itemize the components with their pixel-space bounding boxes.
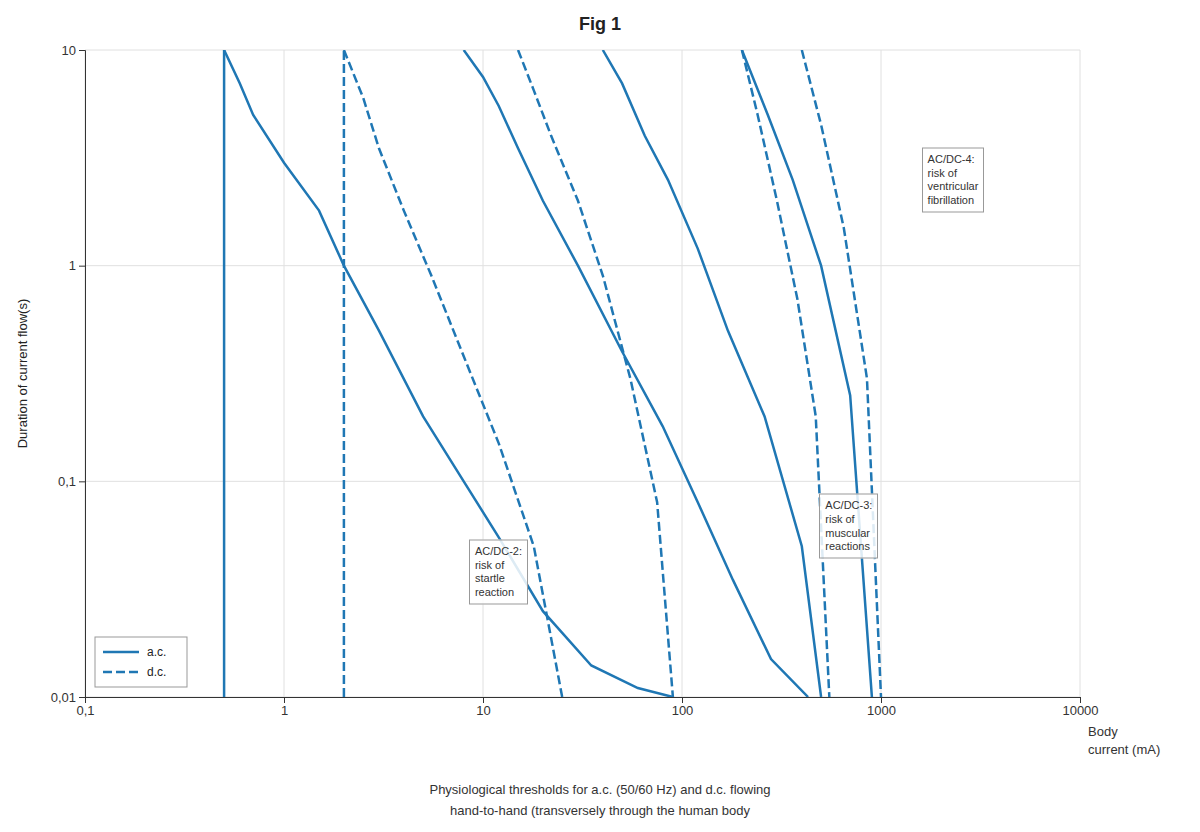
legend-item: d.c. <box>103 665 166 679</box>
y-axis: 0,01 0,1 1 10 <box>51 43 86 705</box>
grid-line-y <box>85 265 1080 266</box>
grid-line-x <box>881 50 882 697</box>
x-tick-label: 10 <box>476 703 490 718</box>
legend: a.c. d.c. <box>95 637 187 687</box>
x-tick-mark <box>881 697 882 703</box>
grid-line-x <box>284 50 285 697</box>
x-tick: 1000 <box>867 697 896 718</box>
chart-svg: 0,11101001000100000,010,1110a.c.d.c.Fig … <box>0 0 1200 832</box>
annotation: AC/DC-4: risk of ventricular fibrillatio… <box>922 147 985 212</box>
y-tick-label: 1 <box>69 258 76 273</box>
y-tick-label: 10 <box>62 43 76 58</box>
x-axis-title: Body current (mA) <box>1088 723 1160 759</box>
y-tick-mark <box>79 697 85 698</box>
vertical-line <box>223 50 226 697</box>
x-tick: 10000 <box>1062 697 1098 718</box>
y-axis-title: Duration of current flow(s) <box>15 299 30 449</box>
line <box>344 50 562 697</box>
x-tick-label: 100 <box>672 703 694 718</box>
x-tick-mark <box>1080 697 1081 703</box>
y-tick-mark <box>79 266 85 267</box>
legend-swatch <box>103 671 139 674</box>
line <box>464 50 808 697</box>
y-tick-label: 0,1 <box>58 474 76 489</box>
line <box>742 50 872 697</box>
x-tick-label: 1 <box>281 703 288 718</box>
x-axis-line <box>86 698 1081 704</box>
grid-line-x <box>682 50 683 697</box>
y-tick: 1 <box>69 258 85 273</box>
line <box>518 50 673 697</box>
y-tick: 0,01 <box>51 690 85 705</box>
title: Fig 1 <box>579 14 621 34</box>
x-tick-label: 1000 <box>867 703 896 718</box>
line <box>224 50 673 697</box>
line <box>742 50 829 697</box>
x-tick-mark <box>483 697 484 703</box>
grid-line-y <box>85 481 1080 482</box>
grid-line-x <box>1080 50 1081 697</box>
line <box>802 50 881 697</box>
vertical-line <box>343 50 346 697</box>
y-tick-mark <box>79 50 85 51</box>
y-tick-label: 0,01 <box>51 690 76 705</box>
chart: 0,11101001000100000,010,1110a.c.d.c.Fig … <box>0 0 1200 832</box>
x-tick: 10 <box>476 697 490 718</box>
marks <box>224 50 881 697</box>
x-tick: 100 <box>672 697 694 718</box>
y-tick-mark <box>79 481 85 482</box>
legend-item: a.c. <box>103 645 166 659</box>
legend-label: d.c. <box>147 665 166 679</box>
grid-line-y <box>85 50 1080 51</box>
legend-label: a.c. <box>147 645 166 659</box>
x-tick-label: 0,1 <box>76 703 94 718</box>
annotation: AC/DC-3: risk of muscular reactions <box>819 494 878 559</box>
plot-area: 0,11101001000100000,010,1110a.c.d.c. <box>51 43 1099 719</box>
y-tick: 10 <box>62 43 85 58</box>
y-axis-line <box>79 51 86 698</box>
legend-box <box>95 637 187 687</box>
subtitle: Physiological thresholds for a.c. (50/60… <box>0 780 1200 822</box>
x-tick-mark <box>284 697 285 703</box>
legend-swatch <box>103 651 139 654</box>
grid <box>85 50 1080 697</box>
annotation: AC/DC-2: risk of startle reaction <box>469 539 528 604</box>
x-tick-label: 10000 <box>1062 703 1098 718</box>
y-tick: 0,1 <box>58 474 85 489</box>
x-tick: 1 <box>281 697 288 718</box>
line <box>603 50 821 697</box>
x-axis: 0,1 1 10 100 1000 10000 <box>76 697 1098 718</box>
x-tick: 0,1 <box>76 697 94 718</box>
x-tick-mark <box>682 697 683 703</box>
